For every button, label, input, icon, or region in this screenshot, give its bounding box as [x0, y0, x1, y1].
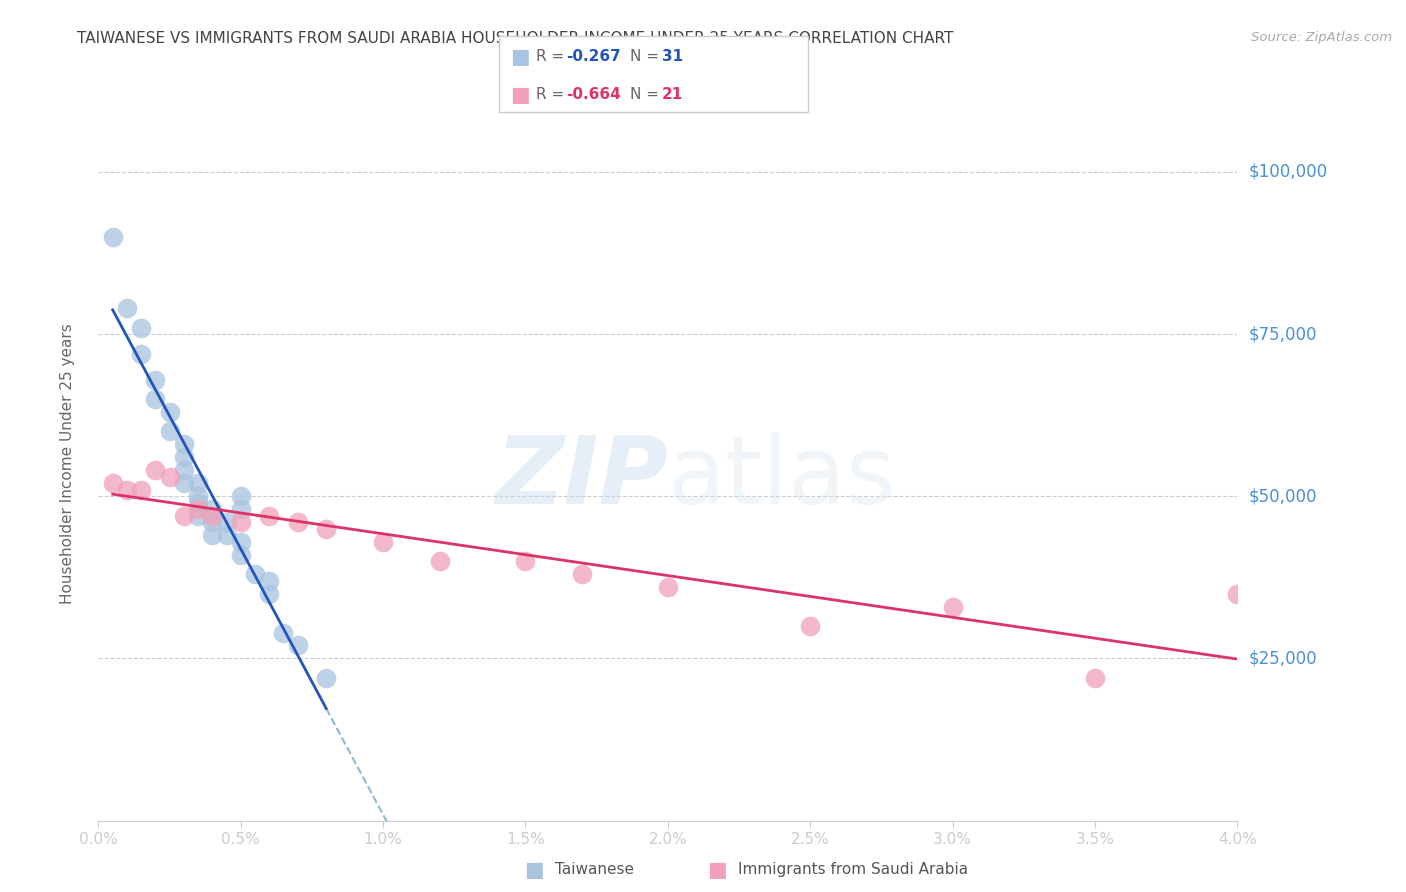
Point — [243, 567, 266, 582]
Point — [201, 502, 224, 516]
Text: ■: ■ — [510, 85, 530, 105]
Text: -0.267: -0.267 — [567, 49, 621, 64]
Point — [1226, 586, 1249, 600]
Point — [229, 502, 252, 516]
Point — [187, 502, 209, 516]
Point — [159, 425, 181, 439]
Point — [259, 508, 281, 523]
Point — [799, 619, 821, 633]
Point — [201, 528, 224, 542]
Text: $25,000: $25,000 — [1249, 649, 1317, 667]
Point — [145, 463, 167, 477]
Point — [129, 483, 152, 497]
Point — [173, 450, 195, 465]
Point — [259, 586, 281, 600]
Point — [159, 470, 181, 484]
Text: $100,000: $100,000 — [1249, 163, 1327, 181]
Point — [115, 301, 138, 315]
Point — [129, 320, 152, 334]
Point — [229, 515, 252, 529]
Text: R =: R = — [536, 49, 569, 64]
Point — [273, 625, 295, 640]
Text: ■: ■ — [707, 860, 727, 880]
Point — [571, 567, 593, 582]
Point — [315, 671, 337, 685]
Point — [173, 476, 195, 491]
Text: ■: ■ — [510, 47, 530, 67]
Point — [371, 534, 394, 549]
Text: 31: 31 — [662, 49, 683, 64]
Text: Taiwanese: Taiwanese — [555, 863, 634, 877]
Point — [429, 554, 451, 568]
Point — [229, 548, 252, 562]
Point — [115, 483, 138, 497]
Point — [215, 515, 238, 529]
Point — [287, 639, 309, 653]
Point — [159, 405, 181, 419]
Text: $75,000: $75,000 — [1249, 325, 1317, 343]
Y-axis label: Householder Income Under 25 years: Householder Income Under 25 years — [60, 324, 75, 604]
Point — [259, 574, 281, 588]
Text: TAIWANESE VS IMMIGRANTS FROM SAUDI ARABIA HOUSEHOLDER INCOME UNDER 25 YEARS CORR: TAIWANESE VS IMMIGRANTS FROM SAUDI ARABI… — [77, 31, 953, 46]
Point — [101, 476, 124, 491]
Text: N =: N = — [630, 49, 664, 64]
Text: N =: N = — [630, 87, 664, 103]
Text: ZIP: ZIP — [495, 432, 668, 524]
Point — [215, 528, 238, 542]
Point — [287, 515, 309, 529]
Text: atlas: atlas — [668, 432, 896, 524]
Point — [515, 554, 537, 568]
Point — [187, 489, 209, 503]
Point — [942, 599, 965, 614]
Point — [129, 346, 152, 360]
Point — [201, 515, 224, 529]
Text: 21: 21 — [662, 87, 683, 103]
Text: Source: ZipAtlas.com: Source: ZipAtlas.com — [1251, 31, 1392, 45]
Point — [187, 496, 209, 510]
Point — [145, 392, 167, 406]
Point — [201, 508, 224, 523]
Point — [173, 437, 195, 451]
Point — [657, 580, 679, 594]
Point — [187, 508, 209, 523]
Point — [101, 229, 124, 244]
Point — [145, 372, 167, 386]
Point — [315, 522, 337, 536]
Point — [173, 463, 195, 477]
Text: $50,000: $50,000 — [1249, 487, 1317, 505]
Point — [173, 508, 195, 523]
Text: Immigrants from Saudi Arabia: Immigrants from Saudi Arabia — [738, 863, 969, 877]
Point — [229, 489, 252, 503]
Point — [187, 476, 209, 491]
Point — [1084, 671, 1107, 685]
Text: ■: ■ — [524, 860, 544, 880]
Point — [229, 534, 252, 549]
Text: R =: R = — [536, 87, 569, 103]
Text: -0.664: -0.664 — [567, 87, 621, 103]
